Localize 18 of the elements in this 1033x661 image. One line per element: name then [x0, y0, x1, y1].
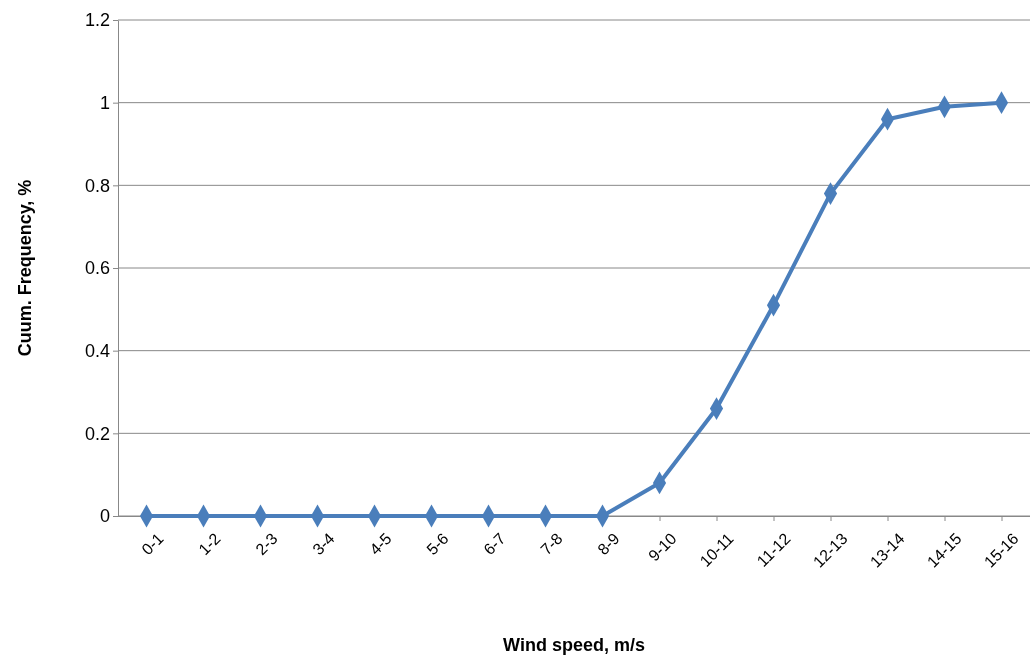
x-tick-label: 5-6: [423, 529, 452, 559]
y-tick-label: 0.6: [84, 258, 110, 279]
x-tick-label: 2-3: [252, 529, 281, 559]
y-axis-title: Cuum. Frequency, %: [15, 179, 35, 357]
y-tick-label: 0.8: [84, 175, 110, 196]
y-tick-label: 1.2: [84, 10, 110, 31]
x-tick-label: 3-4: [309, 529, 338, 559]
y-tick-label: 1: [99, 92, 110, 113]
y-tick-label: 0.2: [84, 423, 110, 444]
x-tick-label: 4-5: [366, 529, 395, 559]
x-tick-label: 1-2: [195, 529, 224, 559]
x-tick-label: 6-7: [480, 529, 509, 559]
x-tick-label: 8-9: [594, 529, 623, 559]
x-axis-title: Wind speed, m/s: [503, 635, 645, 655]
y-tick-label: 0: [99, 506, 110, 527]
x-tick-label: 7-8: [537, 529, 566, 559]
x-tick-label: 0-1: [138, 529, 167, 559]
y-tick-label: 0.4: [84, 340, 110, 361]
